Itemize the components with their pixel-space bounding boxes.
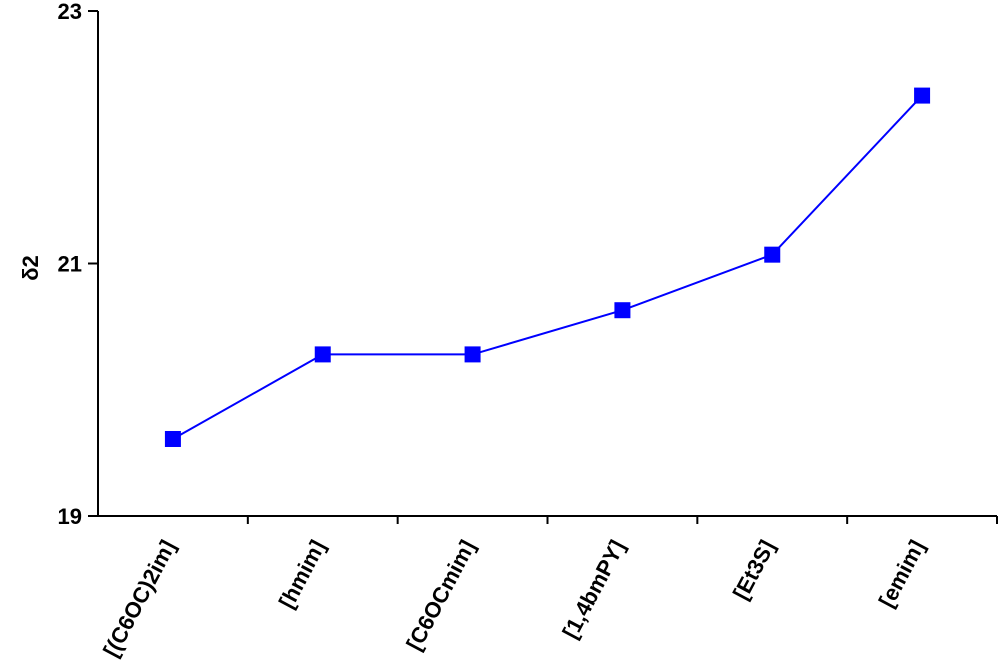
x-tick-label: [emim] — [874, 536, 930, 611]
x-tick-label: [1,4bmPY] — [557, 536, 630, 643]
marker — [614, 302, 631, 319]
marker — [914, 87, 931, 104]
marker — [164, 430, 181, 447]
marker — [764, 246, 781, 263]
data-line — [172, 94, 923, 440]
y-axis-label: δ2 — [18, 255, 43, 281]
x-tick-label: [Et3S] — [728, 536, 780, 604]
marker — [464, 346, 481, 363]
x-tick-label: [(C6OC)2im] — [98, 536, 180, 661]
y-tick-label: 19 — [58, 504, 82, 529]
y-tick-label: 23 — [58, 0, 82, 24]
marker — [314, 346, 331, 363]
x-tick-label: [hmim] — [274, 536, 330, 612]
y-tick-label: 21 — [58, 252, 82, 277]
x-tick-label: [C6OCmim] — [401, 536, 480, 655]
